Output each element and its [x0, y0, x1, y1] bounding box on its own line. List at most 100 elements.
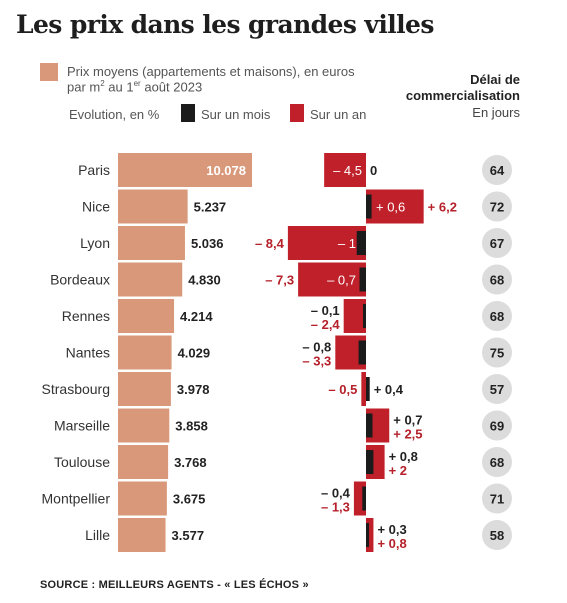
delay-circle	[482, 228, 512, 258]
price-bar	[118, 189, 188, 224]
month-bar	[358, 340, 366, 365]
delay-value-label: 75	[490, 346, 504, 361]
chart-title: Les prix dans les grandes villes	[16, 10, 434, 39]
delay-header-line1: Délai de	[470, 72, 520, 87]
price-value-label: 4.214	[180, 309, 213, 324]
month-bar	[366, 413, 373, 438]
delay-circle	[482, 301, 512, 331]
price-value-label: 3.675	[173, 492, 206, 507]
year-change-label: – 7,3	[265, 273, 294, 288]
year-bar	[298, 262, 366, 297]
price-value-label: 4.830	[188, 273, 221, 288]
year-bar	[324, 153, 366, 187]
price-bar	[118, 153, 252, 187]
month-bar	[366, 377, 370, 401]
legend-month-label: Sur un mois	[201, 107, 271, 122]
month-change-label: + 0,7	[393, 413, 422, 428]
source-note: SOURCE : MEILLEURS AGENTS - « LES ÉCHOS …	[40, 579, 309, 591]
month-bar	[366, 194, 372, 219]
city-label: Strasbourg	[42, 381, 110, 397]
city-label: Paris	[78, 162, 110, 178]
month-change-label: – 0,1	[311, 303, 340, 318]
legend-evolution-label: Evolution, en %	[69, 107, 160, 122]
delay-value-label: 72	[490, 200, 504, 215]
legend-month-swatch	[181, 104, 195, 122]
city-label: Rennes	[62, 308, 110, 324]
month-change-label: + 0,6	[376, 200, 405, 215]
city-label: Toulouse	[54, 454, 110, 470]
price-value-label: 4.029	[178, 346, 211, 361]
legend-price-line1: Prix moyens (appartements et maisons), e…	[67, 64, 355, 79]
delay-value-label: 58	[490, 528, 504, 543]
delay-header-line2: commercialisation	[405, 88, 520, 103]
city-label: Lille	[85, 527, 110, 543]
month-change-label: + 0,3	[377, 522, 406, 537]
delay-circle	[482, 447, 512, 477]
legend-year-label: Sur un an	[310, 107, 367, 122]
year-bar	[343, 299, 366, 333]
year-change-label: – 1,3	[321, 500, 350, 515]
price-bar	[118, 445, 169, 479]
price-bar	[118, 408, 170, 443]
month-change-label: – 1	[338, 236, 356, 251]
legend-price-line2: par m2 au 1er août 2023	[67, 79, 203, 95]
year-change-label: – 3,3	[302, 354, 331, 369]
month-change-label: – 0,8	[302, 340, 331, 355]
price-value-label: 3.858	[175, 419, 208, 434]
month-bar	[366, 450, 374, 474]
year-change-label: – 2,4	[311, 317, 341, 332]
price-value-label: 3.577	[172, 528, 205, 543]
year-bar	[361, 372, 366, 406]
year-bar	[366, 189, 424, 224]
city-label: Bordeaux	[50, 272, 110, 288]
delay-circle	[482, 337, 512, 368]
year-change-label: + 2,5	[393, 427, 422, 442]
price-value-label: 10.078	[206, 163, 246, 178]
month-bar	[366, 523, 369, 547]
price-bar	[118, 372, 171, 406]
price-value-label: 3.768	[174, 455, 207, 470]
year-bar	[366, 518, 374, 552]
year-change-label: – 0,5	[328, 382, 357, 397]
price-value-label: 3.978	[177, 382, 210, 397]
delay-circle	[482, 191, 512, 222]
price-bar	[118, 262, 183, 297]
year-change-label: + 2	[389, 463, 407, 478]
city-label: Nantes	[66, 345, 110, 361]
month-bar	[362, 486, 366, 511]
month-change-label: + 0,8	[389, 449, 418, 464]
delay-value-label: 68	[490, 273, 504, 288]
city-label: Marseille	[54, 418, 110, 434]
delay-circle	[482, 483, 512, 514]
price-bar	[118, 226, 185, 260]
city-label: Montpellier	[42, 491, 111, 507]
delay-circle	[482, 155, 512, 185]
delay-value-label: 68	[490, 455, 504, 470]
delay-value-label: 69	[490, 419, 504, 434]
year-change-label: + 0,8	[377, 536, 406, 551]
price-bar	[118, 335, 172, 370]
month-bar	[356, 231, 366, 255]
year-change-label: – 8,4	[255, 236, 285, 251]
delay-circle	[482, 374, 512, 404]
delay-header-unit: En jours	[472, 105, 520, 120]
city-label: Lyon	[80, 235, 110, 251]
delay-value-label: 68	[490, 309, 504, 324]
price-value-label: 5.036	[191, 236, 224, 251]
delay-value-label: 67	[490, 236, 504, 251]
delay-circle	[482, 264, 512, 295]
delay-circle	[482, 410, 512, 441]
year-bar	[287, 226, 366, 260]
legend-year-swatch	[290, 104, 304, 122]
price-value-label: 5.237	[194, 200, 227, 215]
price-bar	[118, 299, 175, 333]
delay-value-label: 71	[490, 492, 504, 507]
legend-price-swatch	[40, 63, 58, 81]
month-change-label: + 0,4	[374, 382, 404, 397]
year-change-label: – 4,5	[333, 163, 362, 178]
delay-circle	[482, 520, 512, 550]
city-label: Nice	[82, 199, 110, 215]
price-bar	[118, 481, 167, 516]
year-change-label: + 6,2	[428, 200, 457, 215]
